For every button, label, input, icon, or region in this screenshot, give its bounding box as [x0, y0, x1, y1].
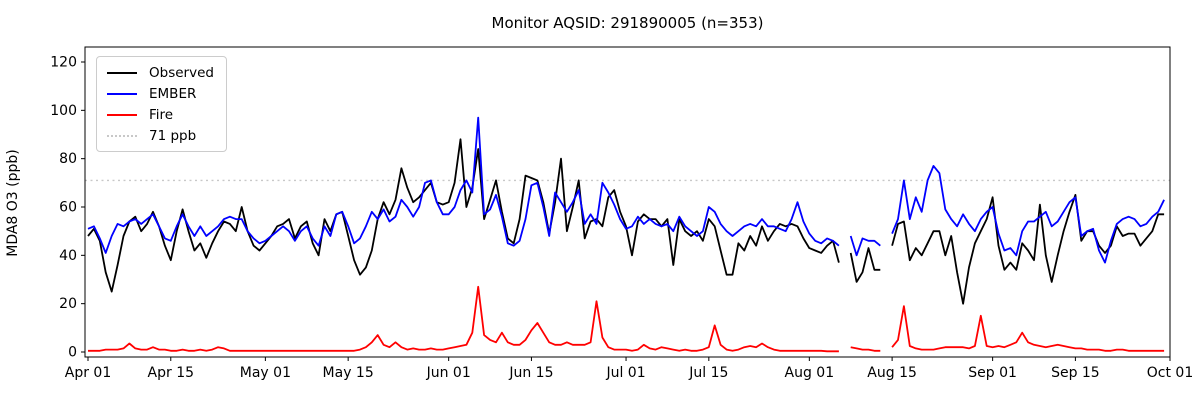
y-tick-label: 60 [59, 200, 77, 216]
y-tick-label: 120 [50, 55, 77, 71]
x-tick-label: Jul 15 [688, 365, 728, 381]
legend-item-ember: EMBER [107, 83, 214, 104]
x-tick-label: Oct 01 [1147, 365, 1193, 381]
legend-label: Fire [149, 106, 174, 123]
y-tick-label: 80 [59, 151, 77, 167]
legend-swatch-fire [107, 113, 137, 116]
legend-item-observed: Observed [107, 62, 214, 83]
legend-item-fire: Fire [107, 104, 214, 125]
legend-label: Observed [149, 64, 214, 81]
legend-label: 71 ppb [149, 127, 197, 144]
series-line-fire [88, 285, 1165, 353]
x-tick-label: Apr 01 [65, 365, 111, 381]
x-tick-label: Sep 15 [1051, 365, 1100, 381]
x-tick-label: Aug 01 [785, 365, 835, 381]
y-tick-label: 20 [59, 296, 77, 312]
chart-title: Monitor AQSID: 291890005 (n=353) [491, 14, 764, 32]
plot-frame [84, 46, 1171, 358]
x-tick-label: Jul 01 [605, 365, 645, 381]
x-tick-label: May 15 [323, 365, 374, 381]
x-tick-label: Jun 01 [426, 365, 471, 381]
legend-swatch-ember [107, 92, 137, 95]
y-tick-label: 100 [50, 103, 77, 119]
legend-swatch-71-ppb [107, 134, 137, 137]
x-tick-label: Apr 15 [148, 365, 194, 381]
legend-swatch-observed [107, 71, 137, 74]
y-tick-label: 0 [68, 345, 77, 361]
x-tick-label: May 01 [240, 365, 291, 381]
x-tick-label: Jun 15 [508, 365, 553, 381]
legend-label: EMBER [149, 85, 197, 102]
x-tick-label: Aug 15 [867, 365, 917, 381]
y-axis-label: MDA8 O3 (ppb) [5, 149, 21, 257]
legend: Observed EMBER Fire 71 ppb [96, 56, 227, 152]
x-tick-label: Sep 01 [968, 365, 1017, 381]
y-tick-label: 40 [59, 248, 77, 264]
legend-item-71-ppb: 71 ppb [107, 125, 214, 146]
series-line-observed [87, 138, 1165, 305]
series-line-ember [87, 116, 1165, 264]
